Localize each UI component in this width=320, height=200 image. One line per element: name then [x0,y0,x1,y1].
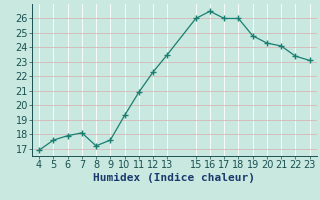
X-axis label: Humidex (Indice chaleur): Humidex (Indice chaleur) [93,173,255,183]
